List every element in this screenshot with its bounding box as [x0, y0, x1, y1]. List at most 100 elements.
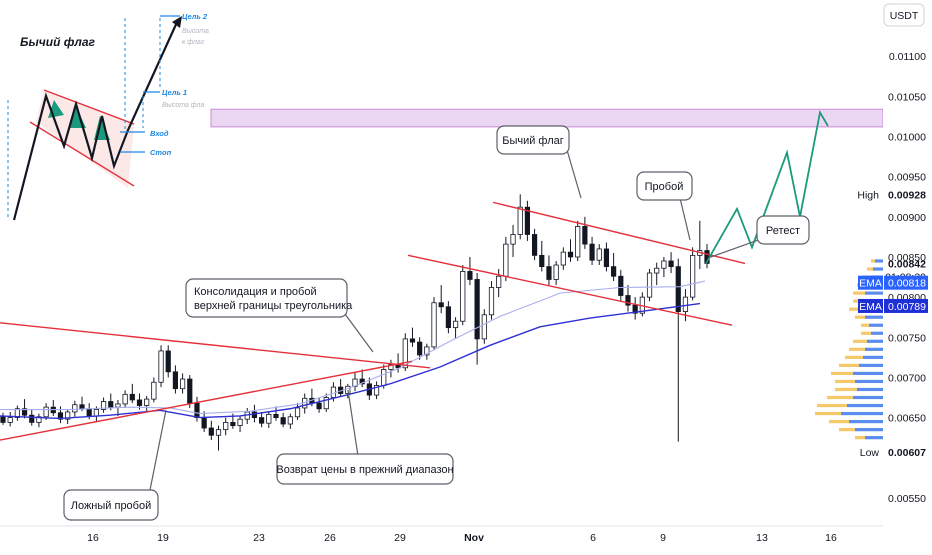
candle-body-up: [122, 393, 128, 405]
callout-retest: Ретест: [707, 215, 810, 259]
target-zone: [210, 108, 884, 128]
candle: [129, 383, 135, 404]
candle: [488, 281, 495, 320]
candle-body-down: [445, 306, 451, 329]
candle: [690, 247, 696, 301]
volume-bar-down: [855, 315, 865, 319]
candle-body-up: [43, 406, 49, 418]
volume-bar-down: [839, 428, 855, 432]
candles-layer: [0, 194, 710, 451]
candle: [546, 255, 552, 286]
candle: [596, 244, 602, 266]
candle-body-down: [589, 243, 595, 261]
candle-body-up: [237, 418, 243, 427]
price-tick-label: 0.01000: [888, 132, 926, 144]
volume-bar-up: [865, 347, 883, 351]
price-tick-label: 0.00650: [888, 413, 926, 425]
candle-body-down: [86, 408, 92, 417]
volume-bar-up: [873, 267, 883, 271]
ema-slow-tag-value-bg: [884, 298, 928, 313]
callout-box: [185, 278, 348, 318]
inset-target2-sub1: Высота: [182, 28, 209, 35]
high-label: High: [857, 189, 879, 201]
ema-layer: [0, 280, 706, 420]
callout-label-line2: верхней границы треугольника: [194, 300, 353, 312]
candle: [589, 236, 595, 266]
flag-lower-line: [407, 254, 733, 326]
candle-body-down: [524, 206, 531, 235]
callout-label: Пробой: [645, 181, 684, 193]
volume-bar-down: [831, 371, 853, 376]
candle-body-up: [381, 369, 387, 386]
candle: [7, 411, 13, 427]
callout-box: [756, 215, 810, 245]
candle: [632, 297, 638, 320]
volume-bar-up: [853, 371, 883, 376]
time-axis: 16 19 23 26 29 Nov 6 9 13 16: [0, 525, 883, 544]
candle: [524, 200, 531, 241]
candle-body-up: [654, 267, 660, 274]
triangle-lower-line: [0, 360, 413, 441]
volume-bar-up: [849, 420, 883, 424]
candle-body-down: [172, 371, 179, 390]
candle-body-down: [409, 338, 416, 343]
candle-body-down: [531, 234, 538, 256]
ema-fast-line: [0, 280, 706, 415]
inset-target2-label: Цель 2: [182, 12, 208, 21]
candle-body-down: [474, 279, 480, 340]
candle-body-down: [611, 266, 617, 277]
candle-body-up: [215, 429, 222, 436]
price-tick-label: 0.00950: [888, 172, 926, 184]
candle-body-down: [316, 402, 322, 410]
inset-price-path: [12, 19, 180, 221]
candle-body-down: [29, 414, 35, 423]
candle: [575, 220, 581, 261]
candle-body-up: [452, 320, 459, 329]
candle-body-down: [675, 266, 681, 312]
candle-body-up: [7, 417, 13, 423]
candle: [560, 247, 566, 270]
inset-arrow-head: [172, 16, 182, 28]
triangle-upper-line: [0, 322, 431, 369]
candle: [158, 345, 164, 388]
candle-body-up: [388, 364, 394, 370]
flag-upper-line: [492, 201, 746, 265]
candle-body-down: [438, 302, 444, 308]
candle: [452, 317, 459, 339]
candle-body-up: [266, 413, 272, 424]
candle: [460, 265, 466, 326]
candle: [388, 359, 394, 378]
candle-body-down: [618, 275, 624, 296]
candle: [474, 273, 480, 365]
callout-pointer: [566, 149, 582, 199]
candle-body-down: [359, 378, 365, 385]
price-axis-ticks: 0.01100 0.01050 0.01000 0.00950 0.00900 0.008…: [888, 51, 926, 505]
price-tick-label: 0.00700: [888, 372, 926, 384]
candle: [172, 365, 179, 394]
candle: [510, 224, 516, 257]
candle-body-up: [402, 338, 408, 369]
candle-body-down: [194, 402, 200, 418]
candle: [165, 345, 171, 378]
candle: [21, 399, 28, 419]
callout-pointer: [707, 237, 765, 259]
candle-body-up: [345, 385, 351, 394]
volume-bar-up: [869, 323, 883, 327]
candle-body-down: [79, 404, 85, 410]
candle-body-up: [179, 378, 186, 390]
candle-body-up: [93, 409, 99, 417]
candle-body-up: [690, 254, 696, 298]
time-tick-label: 13: [756, 532, 768, 544]
inset-target1-label: Цель 1: [162, 88, 187, 97]
price-axis: USDT 0.01100 0.01050 0.01000 0.00950 0.00900…: [857, 0, 932, 550]
candle: [424, 343, 430, 360]
bull-flag-schematic: Бычий флаг Цель 2 Высота к флаг Цель 1 В…: [7, 12, 209, 221]
volume-bar-up: [865, 315, 883, 319]
callout-label-line1: Консолидация и пробой: [194, 286, 317, 298]
volume-bar-up: [855, 428, 883, 432]
currency-button[interactable]: [883, 3, 925, 27]
callout-box: [63, 489, 159, 521]
